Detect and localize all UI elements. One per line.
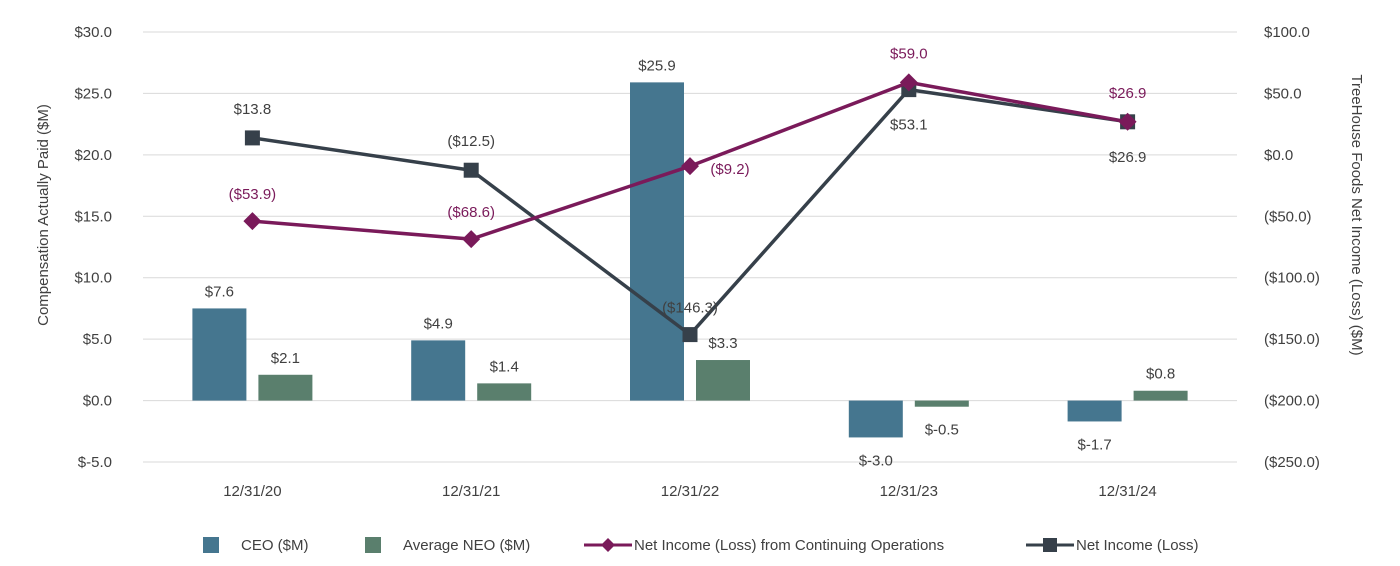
bar-neo xyxy=(696,360,750,401)
legend-marker-square-icon xyxy=(1026,538,1074,552)
line-data-label-net-income: $53.1 xyxy=(890,117,928,134)
line-data-label-net-income: $13.8 xyxy=(234,101,272,118)
line-data-label-net-income: ($146.3) xyxy=(662,300,718,317)
right-tick-label: $100.0 xyxy=(1264,24,1310,41)
data-labels: $7.6 $4.9 $25.9 $-3.0 $-1.7 $2.1 $1.4 $3.3 $-0.5… xyxy=(205,45,1175,469)
point-net-income xyxy=(244,130,260,146)
right-tick-label: $0.0 xyxy=(1264,147,1293,164)
legend-swatch-ceo xyxy=(203,537,219,553)
bar-neo xyxy=(1133,390,1188,401)
bar-ceo xyxy=(630,82,684,401)
point-net-income-continuing xyxy=(681,157,699,176)
legend-label-net-income-continuing: Net Income (Loss) from Continuing Operat… xyxy=(634,536,945,554)
line-data-label-continuing: ($9.2) xyxy=(710,161,749,178)
category-axis-labels: 12/31/20 12/31/21 12/31/22 12/31/23 12/31/24 xyxy=(223,483,1157,500)
bar-data-label: $7.6 xyxy=(205,283,234,300)
line-data-label-continuing: $59.0 xyxy=(890,45,928,62)
bar-data-label: $-1.7 xyxy=(1077,436,1111,453)
bar-neo xyxy=(914,400,969,407)
category-label: 12/31/21 xyxy=(442,483,500,500)
category-label: 12/31/24 xyxy=(1098,483,1156,500)
point-net-income-continuing xyxy=(462,230,481,249)
category-label: 12/31/23 xyxy=(880,483,938,500)
bar-data-label: $-0.5 xyxy=(925,422,959,439)
right-tick-label: ($50.0) xyxy=(1264,208,1312,225)
point-net-income-continuing xyxy=(1118,112,1137,131)
line-data-label-net-income: ($12.5) xyxy=(447,133,495,150)
bar-data-label: $2.1 xyxy=(271,350,300,367)
bar-data-label: $0.8 xyxy=(1146,366,1175,383)
legend-item-net-income: Net Income (Loss) xyxy=(1026,530,1199,560)
bar-data-label: $-3.0 xyxy=(859,452,893,469)
left-tick-label: $15.0 xyxy=(74,208,112,225)
right-axis-title: TreeHouse Foods Net Income (Loss) ($M) xyxy=(1348,74,1365,355)
left-axis-title: Compensation Actually Paid ($M) xyxy=(35,104,52,326)
left-tick-label: $0.0 xyxy=(83,393,112,410)
line-data-label-continuing: ($53.9) xyxy=(229,186,277,203)
left-tick-label: $20.0 xyxy=(74,147,112,164)
bar-data-label: $1.4 xyxy=(490,358,519,375)
point-net-income xyxy=(463,162,479,178)
bar-data-label: $4.9 xyxy=(424,315,453,332)
bar-neo xyxy=(258,374,313,401)
bar-neo xyxy=(477,383,532,401)
line-data-label-continuing: ($68.6) xyxy=(447,204,495,221)
left-tick-label: $10.0 xyxy=(74,270,112,287)
legend-label-ceo: CEO ($M) xyxy=(241,536,309,554)
point-net-income xyxy=(682,327,698,343)
left-tick-label: $-5.0 xyxy=(78,454,112,471)
legend-item-ceo: CEO ($M) xyxy=(203,530,309,560)
right-tick-label: ($250.0) xyxy=(1264,454,1320,471)
right-tick-label: ($100.0) xyxy=(1264,270,1320,287)
bar-ceo xyxy=(1067,400,1122,422)
left-tick-label: $30.0 xyxy=(74,24,112,41)
right-axis-ticks: $100.0 $50.0 $0.0 ($50.0) ($100.0) ($150.0) ($… xyxy=(1264,24,1320,471)
bar-ceo xyxy=(192,308,247,401)
right-tick-label: ($150.0) xyxy=(1264,331,1320,348)
legend-item-net-income-continuing: Net Income (Loss) from Continuing Operat… xyxy=(584,530,944,560)
left-axis-ticks: $30.0 $25.0 $20.0 $15.0 $10.0 $5.0 $0.0 $-5.0 xyxy=(74,24,112,471)
category-label: 12/31/20 xyxy=(223,483,281,500)
legend-label-neo: Average NEO ($M) xyxy=(403,536,531,554)
legend: CEO ($M) Average NEO ($M) Net Income (Lo… xyxy=(0,530,1400,560)
line-data-label-continuing: $26.9 xyxy=(1109,85,1147,102)
right-tick-label: ($200.0) xyxy=(1264,393,1320,410)
legend-marker-diamond-icon xyxy=(584,538,632,552)
legend-label-net-income: Net Income (Loss) xyxy=(1076,536,1199,554)
bar-ceo xyxy=(848,400,903,438)
bar-data-label: $3.3 xyxy=(708,335,737,352)
line-net-income xyxy=(252,87,1128,337)
bar-data-label: $25.9 xyxy=(638,57,676,74)
left-tick-label: $25.0 xyxy=(74,85,112,102)
category-label: 12/31/22 xyxy=(661,483,719,500)
bar-series xyxy=(192,82,1188,438)
line-data-label-net-income: $26.9 xyxy=(1109,149,1147,166)
line-series xyxy=(243,73,1137,343)
left-tick-label: $5.0 xyxy=(83,331,112,348)
right-tick-label: $50.0 xyxy=(1264,85,1302,102)
legend-swatch-neo xyxy=(365,537,381,553)
point-net-income-continuing xyxy=(243,212,262,231)
bar-ceo xyxy=(411,340,466,401)
legend-item-neo: Average NEO ($M) xyxy=(365,530,530,560)
point-net-income-continuing xyxy=(899,73,918,92)
